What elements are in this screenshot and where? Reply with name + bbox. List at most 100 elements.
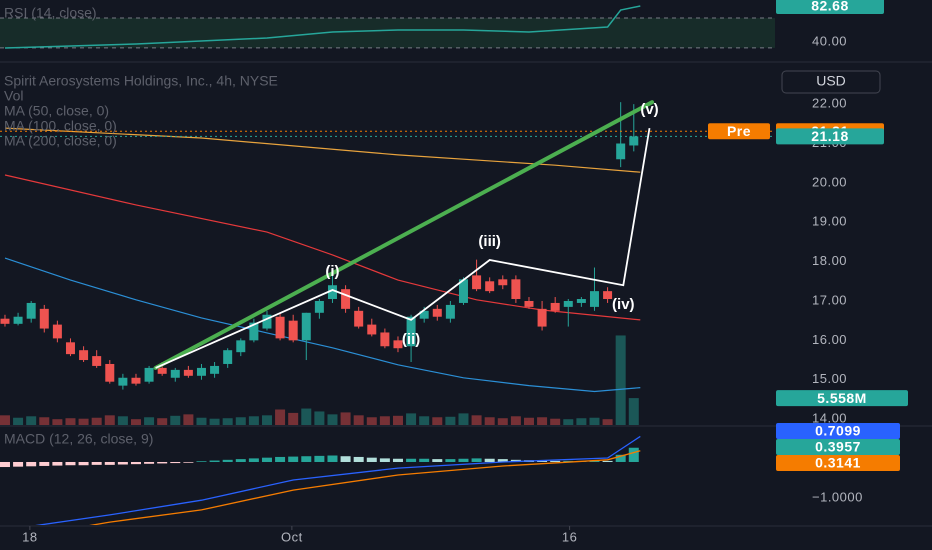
volume-bar — [288, 412, 299, 425]
candle-body — [196, 367, 206, 376]
x-tick-label: Oct — [281, 529, 303, 544]
macd-histogram-bar — [392, 458, 403, 462]
candle-body — [236, 340, 246, 353]
volume-bar — [340, 412, 351, 425]
candle-body — [170, 369, 180, 378]
rsi-legend: RSI (14, close) — [4, 5, 97, 21]
candle-body — [603, 291, 613, 300]
macd-histogram-bar — [406, 458, 417, 462]
volume-legend: Vol — [4, 88, 23, 104]
candle-body — [576, 299, 586, 303]
candle-body — [275, 316, 285, 339]
value-box-label: Pre — [727, 123, 751, 139]
candle-body — [341, 289, 351, 309]
volume-bar — [366, 417, 377, 425]
macd-histogram-bar — [248, 458, 259, 462]
wave-label: (v) — [640, 101, 658, 118]
macd-histogram-bar — [104, 461, 115, 465]
macd-histogram-bar — [484, 458, 495, 462]
volume-bar — [39, 417, 50, 425]
volume-bar — [471, 415, 482, 425]
macd-histogram-bar — [458, 458, 469, 462]
candle-body — [406, 316, 416, 347]
value-box — [776, 0, 884, 15]
volume-bar — [589, 417, 600, 425]
volume-bar — [13, 417, 24, 425]
rsi-band — [0, 17, 775, 48]
candle-body — [550, 302, 560, 311]
macd-histogram-bar — [497, 459, 508, 462]
macd-histogram-bar — [0, 461, 10, 468]
value-box-label: 21.18 — [811, 128, 849, 144]
macd-histogram-bar — [445, 459, 456, 462]
wave-label: (i) — [325, 263, 339, 280]
candle-body — [52, 324, 62, 339]
ma-legend: MA (200, close, 0) — [4, 133, 117, 149]
currency-label[interactable]: USD — [816, 73, 846, 89]
value-box — [708, 123, 770, 140]
volume-bar — [379, 416, 390, 425]
macd-histogram-bar — [222, 459, 233, 462]
macd-legend: MACD (12, 26, close, 9) — [4, 431, 153, 447]
macd-histogram-bar — [170, 461, 181, 464]
y-tick-label: 20.00 — [812, 174, 847, 189]
candle-body — [39, 308, 49, 329]
volume-bar — [65, 418, 76, 425]
volume-bar — [602, 419, 613, 425]
candle-body — [118, 377, 128, 386]
candle-body — [354, 310, 364, 327]
candle-body — [485, 281, 495, 292]
price-pane — [0, 100, 775, 425]
candle-body — [472, 275, 482, 290]
candle-body — [419, 310, 429, 319]
signal-line — [89, 450, 641, 525]
moving-average — [4, 174, 641, 321]
candle-body — [131, 377, 141, 384]
value-box — [776, 390, 908, 407]
candle-body — [498, 279, 508, 286]
macd-histogram-bar — [65, 461, 76, 466]
elliott-wave — [155, 127, 651, 369]
macd-histogram-bar — [301, 456, 312, 462]
volume-bar — [275, 409, 286, 425]
y-tick-label: 18.00 — [812, 253, 847, 268]
volume-bar — [353, 415, 364, 425]
x-tick-label: 18 — [22, 529, 37, 544]
value-box-label: 0.3141 — [815, 455, 861, 471]
volume-bar — [497, 418, 508, 425]
macd-histogram-bar — [327, 455, 338, 462]
y-tick-label: 17.00 — [812, 292, 847, 307]
currency-button[interactable] — [781, 70, 881, 94]
volume-bar — [91, 417, 102, 425]
volume-bar — [196, 417, 207, 425]
candle-body — [563, 300, 573, 307]
moving-average — [4, 127, 641, 173]
volume-bar — [157, 418, 168, 425]
symbol-title: Spirit Aerosystems Holdings, Inc., 4h, N… — [4, 73, 278, 89]
candle-body — [314, 300, 324, 313]
macd-histogram-bar — [26, 461, 37, 467]
value-box — [776, 439, 900, 455]
candle-body — [210, 365, 220, 374]
volume-bar — [78, 418, 89, 425]
candle-body — [79, 350, 89, 361]
macd-histogram-bar — [52, 461, 63, 466]
volume-bar — [406, 413, 417, 425]
candle-body — [327, 285, 337, 300]
macd-histogram-bar — [602, 460, 613, 462]
candle-body — [92, 356, 102, 366]
macd-histogram-bar — [589, 460, 600, 462]
candle-body — [288, 320, 298, 341]
volume-bar — [26, 416, 37, 425]
value-box-label: 0.3957 — [815, 439, 861, 455]
ma-legend: MA (100, close, 0) — [4, 118, 117, 134]
macd-histogram-bar — [39, 461, 50, 466]
volume-bar — [183, 414, 194, 425]
macd-pane — [0, 435, 641, 525]
macd-histogram-bar — [13, 461, 24, 467]
macd-histogram-bar — [183, 461, 194, 463]
volume-bar — [615, 335, 626, 425]
candle-body — [105, 363, 115, 382]
volume-bar — [209, 418, 220, 425]
